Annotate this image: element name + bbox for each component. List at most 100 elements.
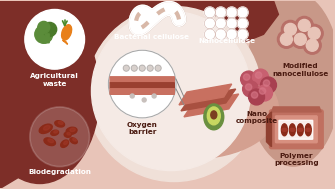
Circle shape — [237, 29, 248, 40]
Ellipse shape — [73, 138, 76, 141]
Ellipse shape — [289, 124, 295, 136]
Text: Biodegradation: Biodegradation — [28, 169, 91, 175]
Circle shape — [306, 39, 318, 51]
Circle shape — [255, 72, 262, 78]
Circle shape — [147, 65, 153, 71]
Circle shape — [237, 7, 248, 18]
FancyBboxPatch shape — [110, 89, 174, 94]
Circle shape — [298, 19, 310, 31]
Circle shape — [277, 30, 295, 48]
Circle shape — [261, 77, 276, 93]
FancyBboxPatch shape — [279, 120, 313, 139]
Ellipse shape — [0, 5, 99, 184]
Ellipse shape — [281, 124, 287, 136]
Circle shape — [295, 16, 313, 34]
Circle shape — [284, 23, 296, 35]
Circle shape — [281, 20, 299, 38]
Circle shape — [215, 29, 226, 40]
Circle shape — [237, 18, 248, 29]
Ellipse shape — [64, 141, 68, 145]
Circle shape — [35, 25, 53, 43]
Circle shape — [130, 94, 134, 98]
Ellipse shape — [54, 130, 58, 133]
Text: Modified
nanocellulose: Modified nanocellulose — [272, 63, 328, 77]
Circle shape — [226, 7, 237, 18]
Ellipse shape — [55, 121, 65, 127]
Circle shape — [280, 33, 292, 45]
Text: Nano
composite: Nano composite — [236, 111, 278, 124]
Circle shape — [241, 71, 257, 87]
Circle shape — [226, 18, 237, 29]
Ellipse shape — [39, 124, 52, 133]
Circle shape — [305, 24, 323, 42]
Circle shape — [244, 74, 250, 80]
Circle shape — [43, 22, 57, 36]
Circle shape — [253, 69, 268, 85]
Ellipse shape — [246, 0, 335, 166]
Circle shape — [246, 84, 252, 90]
Circle shape — [257, 85, 272, 101]
Ellipse shape — [306, 128, 311, 131]
Ellipse shape — [282, 128, 287, 131]
Circle shape — [294, 33, 306, 45]
Ellipse shape — [305, 124, 311, 136]
Circle shape — [131, 65, 137, 71]
Polygon shape — [271, 107, 321, 112]
Ellipse shape — [297, 124, 303, 136]
FancyBboxPatch shape — [275, 116, 317, 143]
Circle shape — [215, 18, 226, 29]
Circle shape — [123, 65, 129, 71]
Ellipse shape — [62, 25, 72, 40]
Text: Bacterial cellulose: Bacterial cellulose — [114, 34, 189, 40]
Circle shape — [226, 29, 237, 40]
Circle shape — [215, 7, 226, 18]
FancyBboxPatch shape — [45, 34, 49, 43]
Polygon shape — [267, 112, 271, 147]
Circle shape — [251, 92, 258, 98]
Polygon shape — [0, 1, 199, 188]
Ellipse shape — [298, 128, 303, 131]
Circle shape — [263, 80, 270, 86]
Circle shape — [308, 27, 320, 39]
Circle shape — [139, 65, 145, 71]
Ellipse shape — [44, 125, 50, 130]
Ellipse shape — [290, 128, 295, 131]
Polygon shape — [79, 1, 278, 44]
Circle shape — [303, 36, 321, 54]
Polygon shape — [184, 94, 239, 117]
Ellipse shape — [70, 128, 75, 132]
Polygon shape — [63, 40, 68, 44]
Polygon shape — [181, 89, 236, 111]
Text: Agricultural
waste: Agricultural waste — [30, 73, 79, 87]
Ellipse shape — [110, 59, 278, 159]
Ellipse shape — [204, 104, 224, 130]
Circle shape — [38, 21, 50, 33]
Ellipse shape — [58, 121, 63, 124]
Ellipse shape — [64, 132, 71, 137]
Ellipse shape — [61, 140, 69, 147]
Ellipse shape — [70, 138, 77, 144]
Ellipse shape — [51, 130, 59, 135]
Circle shape — [204, 29, 215, 40]
Ellipse shape — [66, 127, 77, 134]
Text: Oxygen
barrier: Oxygen barrier — [127, 122, 158, 135]
FancyBboxPatch shape — [269, 110, 323, 149]
Circle shape — [204, 18, 215, 29]
Circle shape — [91, 12, 251, 170]
Ellipse shape — [67, 132, 70, 135]
Circle shape — [25, 9, 84, 69]
FancyBboxPatch shape — [110, 83, 174, 88]
Text: Polymer
processing: Polymer processing — [274, 153, 319, 166]
Circle shape — [86, 6, 262, 181]
Polygon shape — [179, 84, 232, 105]
Ellipse shape — [207, 107, 220, 125]
Circle shape — [30, 107, 89, 167]
Text: Nanocellulose: Nanocellulose — [198, 38, 255, 44]
Circle shape — [142, 98, 146, 102]
FancyBboxPatch shape — [110, 77, 174, 82]
Circle shape — [243, 81, 259, 97]
Circle shape — [259, 88, 266, 94]
Circle shape — [204, 7, 215, 18]
Ellipse shape — [44, 138, 56, 146]
Ellipse shape — [211, 111, 217, 119]
